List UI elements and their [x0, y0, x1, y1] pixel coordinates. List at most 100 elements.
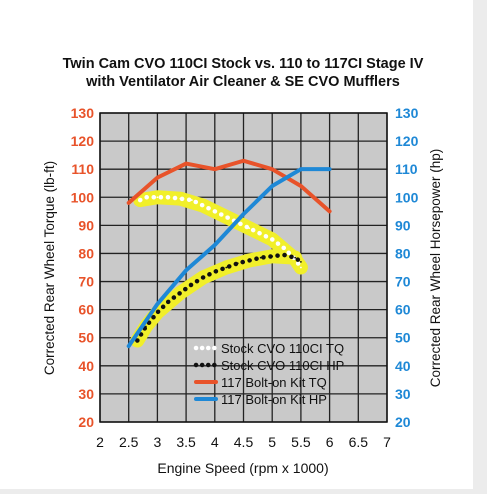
series-point-1 [202, 276, 205, 279]
series-point-0 [300, 266, 302, 269]
series-point-2 [328, 210, 331, 213]
x-tick-label: 5.5 [291, 434, 311, 450]
bottom-border-strip [0, 489, 487, 494]
y-tick-label-right: 130 [395, 105, 419, 121]
series-dotted-1 [135, 252, 304, 343]
series-point-0 [248, 227, 251, 230]
right-border-strip [473, 0, 487, 494]
series-point-2 [156, 176, 159, 179]
series-point-0 [139, 199, 142, 201]
series-dotted-0 [137, 195, 304, 270]
series-point-2 [213, 168, 216, 171]
series-point-0 [202, 204, 205, 207]
y-tick-label-left: 110 [71, 161, 94, 177]
series-line-2 [126, 158, 332, 214]
y-tick-label-right: 90 [395, 217, 411, 233]
y-tick-label-right: 20 [395, 414, 411, 430]
y-tick-label-right: 60 [395, 302, 411, 318]
y-tick-label-left: 100 [71, 189, 95, 205]
series-point-3 [242, 213, 245, 216]
series-point-3 [185, 269, 188, 272]
series-point-1 [179, 291, 182, 294]
legend-label-2: 117 Bolt-on Kit TQ [221, 375, 327, 390]
series [126, 158, 332, 349]
legend: Stock CVO 110CI TQ Stock CVO 110CI HP 117 … [193, 341, 344, 407]
y-tick-label-right: 120 [395, 133, 419, 149]
series-point-1 [259, 256, 262, 259]
series-point-3 [213, 244, 216, 246]
series-point-2 [242, 159, 245, 162]
series-point-0 [225, 216, 228, 218]
x-tick-label: 6 [326, 434, 334, 450]
series-point-1 [294, 256, 297, 259]
series-point-2 [300, 185, 302, 187]
series-point-3 [156, 303, 159, 305]
x-tick-label: 6.5 [349, 434, 369, 450]
x-tick-label: 4 [211, 434, 219, 450]
series-point-1 [145, 325, 147, 328]
y-tick-label-right: 100 [395, 189, 419, 205]
y-tick-label-right: 70 [395, 274, 411, 290]
x-tick-label: 3.5 [176, 434, 196, 450]
series-point-0 [179, 197, 182, 200]
legend-label-0: Stock CVO 110CI TQ [221, 341, 344, 356]
y-tick-label-right: 40 [395, 358, 411, 374]
series-point-2 [127, 201, 130, 204]
plot-frame [99, 112, 388, 423]
y-tick-label-left: 120 [71, 133, 95, 149]
series-point-3 [328, 168, 331, 171]
series-point-3 [271, 185, 274, 187]
legend-label-1: Stock CVO 110CI HP [221, 358, 344, 373]
x-tick-label: 5 [268, 434, 276, 450]
series-point-1 [213, 270, 216, 273]
y-tick-label-right: 110 [395, 161, 418, 177]
series-point-3 [127, 345, 130, 348]
series-point-1 [248, 259, 251, 262]
series-point-1 [300, 260, 302, 263]
axes: 2 2.5 3 3.5 4 4.5 5 5.5 6 6.5 72030405060708090100… [71, 105, 419, 450]
y-tick-label-left: 130 [71, 105, 95, 121]
y-tick-label-left: 40 [78, 358, 94, 374]
series-point-3 [300, 168, 302, 171]
legend-label-3: 117 Bolt-on Kit HP [221, 392, 327, 407]
chart-title-line-1: Twin Cam CVO 110CI Stock vs. 110 to 117C… [63, 56, 424, 72]
series-point-0 [156, 196, 159, 199]
x-axis-label: Engine Speed (rpm x 1000) [157, 460, 328, 476]
x-tick-label: 2.5 [119, 434, 139, 450]
y-tick-label-left: 60 [78, 302, 94, 318]
series-point-0 [190, 199, 193, 201]
series-point-0 [259, 232, 262, 235]
series-point-0 [271, 238, 274, 241]
y-tick-label-left: 80 [78, 245, 94, 261]
y-tick-label-left: 30 [78, 386, 94, 402]
x-tick-label: 7 [383, 434, 391, 450]
y-tick-label-left: 90 [78, 217, 94, 233]
series-line-3 [126, 167, 332, 349]
y-tick-label-right: 30 [395, 386, 411, 402]
series-point-1 [156, 311, 159, 314]
series-point-0 [167, 196, 170, 199]
series-point-0 [282, 246, 285, 249]
y-tick-label-right: 80 [395, 245, 411, 261]
series-point-2 [271, 168, 274, 171]
series-point-1 [136, 339, 139, 342]
y-tick-label-left: 20 [78, 414, 94, 430]
series-point-1 [236, 262, 239, 265]
x-tick-label: 2 [96, 434, 104, 450]
y-axis-label-left: Corrected Rear Wheel Torque (lb-ft) [42, 161, 57, 375]
chart-title-line-2: with Ventilator Air Cleaner & SE CVO Muf… [85, 74, 400, 90]
x-tick-label: 3 [154, 434, 162, 450]
series-point-1 [225, 266, 228, 269]
series-point-0 [145, 196, 147, 199]
series-point-1 [190, 283, 193, 286]
series-point-0 [213, 210, 216, 213]
y-tick-label-right: 50 [395, 330, 411, 346]
series-point-1 [271, 255, 274, 258]
x-tick-label: 4.5 [234, 434, 254, 450]
y-tick-label-left: 70 [78, 274, 94, 290]
y-tick-label-left: 50 [78, 330, 94, 346]
series-point-1 [282, 253, 285, 256]
series-point-2 [185, 162, 188, 165]
y-axis-label-right: Corrected Rear Wheel Horsepower (hp) [428, 149, 443, 388]
